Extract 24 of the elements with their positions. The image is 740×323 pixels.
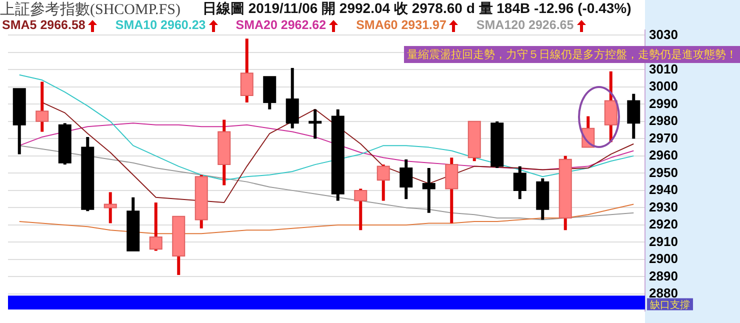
- y-tick-label: 2880: [649, 286, 678, 301]
- text: SMA120 2926.65: [476, 18, 574, 32]
- y-tick-label: 3030: [649, 26, 678, 42]
- y-tick-label: 2970: [649, 130, 678, 146]
- y-tick-label: 2990: [649, 96, 678, 111]
- text: SMA60 2931.97: [356, 18, 446, 32]
- text: SMA10 2960.23: [115, 18, 206, 32]
- y-tick-label: 2910: [649, 234, 678, 249]
- y-tick-label: 3000: [649, 78, 678, 94]
- text: SMA5 2966.58: [2, 18, 86, 32]
- annotation: 量縮震盪拉回走勢，力守５日線仍是多方控盤，走勢仍是進攻態勢！: [404, 46, 740, 63]
- y-tick-label: 3010: [649, 61, 678, 76]
- y-tick-label: 2960: [649, 148, 678, 163]
- band-label: 缺口支撐: [650, 298, 690, 311]
- y-tick-label: 2890: [649, 268, 678, 284]
- y-tick-label: 2920: [649, 216, 678, 232]
- y-tick-label: 2980: [649, 113, 678, 128]
- y-tick-label: 2950: [649, 164, 678, 180]
- text: SMA20 2962.62: [236, 18, 326, 32]
- y-tick-label: 2900: [649, 251, 678, 266]
- chart-title: 上証參考指數(SHCOMP.FS): [0, 0, 180, 18]
- chart-subtitle: 日線圖 2019/11/06 開 2992.04 收 2978.60 d 量 184B -12.96 (-0.43%): [202, 0, 632, 18]
- y-tick-label: 2930: [649, 199, 678, 214]
- y-tick-label: 2940: [649, 182, 678, 198]
